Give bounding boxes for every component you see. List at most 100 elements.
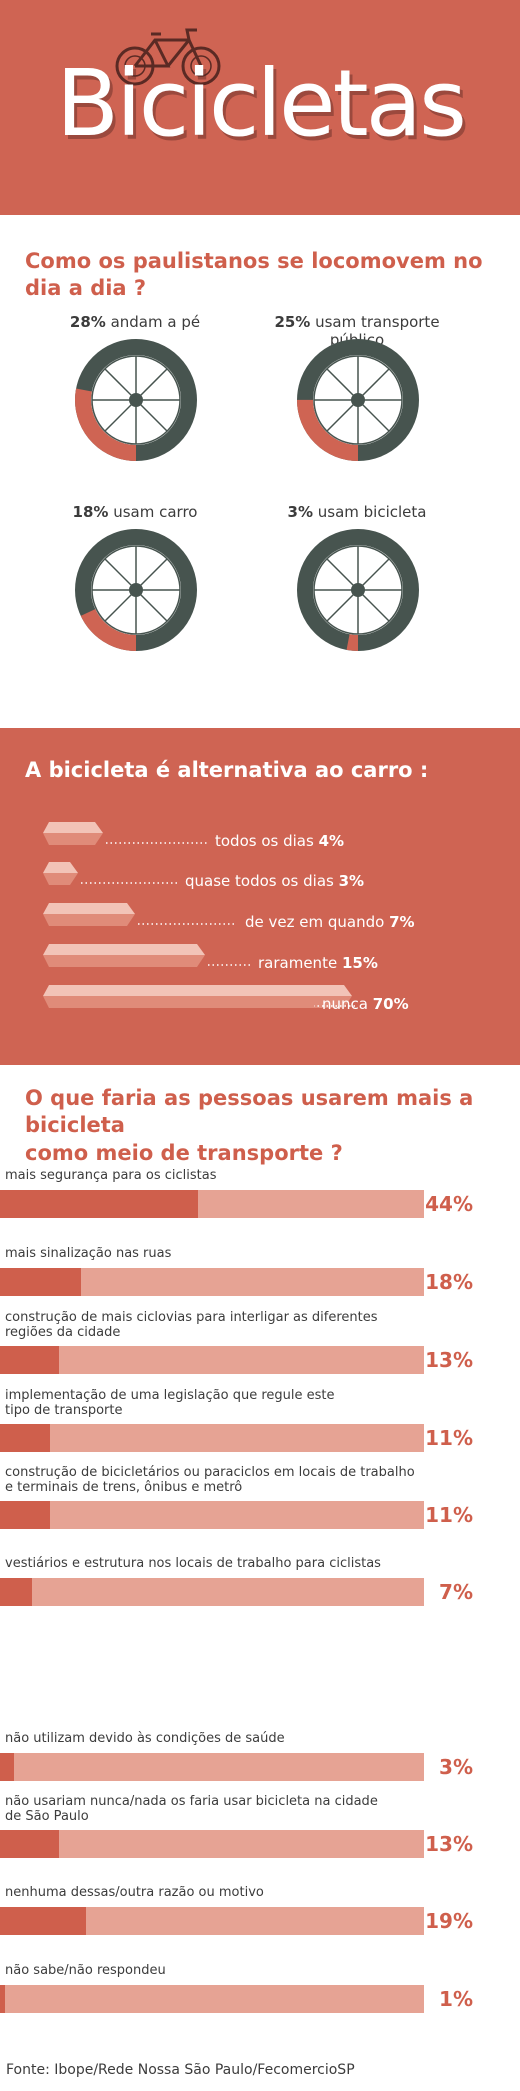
alternative-label: todos os dias 4% (215, 832, 344, 850)
question-bar-fill (0, 1907, 86, 1935)
question-label-line1: não sabe/não respondeu (5, 1963, 166, 1978)
alternative-text: quase todos os dias (185, 872, 339, 890)
question-title-line2: como meio de transporte ? (25, 1140, 343, 1165)
wheel-spoke (104, 399, 137, 432)
wheel-hub (129, 393, 143, 407)
header-banner: Bicicletas (0, 0, 520, 215)
question-title-line1: O que faria as pessoas usarem mais a bic… (25, 1086, 474, 1138)
question-label: mais segurança para os ciclistas (5, 1168, 216, 1183)
wheel-spoke (135, 589, 168, 622)
commute-pct: 3% (287, 503, 313, 521)
commute-pct: 25% (274, 313, 311, 331)
question-pct: 1% (439, 1987, 473, 2011)
question-bar-track (0, 1985, 424, 2013)
question-pct: 11% (425, 1503, 473, 1527)
wheel-spoke (135, 368, 168, 401)
wheel-spoke (104, 368, 137, 401)
wheel-slice (75, 529, 197, 651)
wheel-spoke (104, 558, 137, 591)
commute-text: andam a pé (105, 313, 201, 331)
alternative-panel: A bicicleta é alternativa ao carro : tod… (0, 728, 520, 1065)
question-label-line1: não usariam nunca/nada os faria usar bic… (5, 1794, 378, 1809)
question-label-line1: mais segurança para os ciclistas (5, 1168, 217, 1183)
question-bar-fill (0, 1830, 59, 1858)
question-pct: 7% (439, 1580, 473, 1604)
wheel-spoke (357, 589, 390, 622)
question-bar-track (0, 1830, 424, 1858)
commute-text: usam carro (108, 503, 198, 521)
source-note: Fonte: Ibope/Rede Nossa São Paulo/Fecome… (6, 2062, 355, 2078)
question-pct: 19% (425, 1909, 473, 1933)
wheel-spoke (357, 368, 390, 401)
question-bar-track (0, 1578, 424, 1606)
question-label-line1: implementação de uma legislação que regu… (5, 1388, 335, 1403)
alternative-pct: 15% (341, 954, 378, 972)
alternative-text: de vez em quando (245, 913, 390, 931)
wheel-spoke (135, 558, 168, 591)
question-bar-fill (0, 1424, 50, 1452)
question-label: não utilizam devido às condições de saúd… (5, 1731, 285, 1746)
wheel-spoke (357, 558, 390, 591)
alternative-text: nunca (322, 995, 373, 1013)
question-label: não usariam nunca/nada os faria usar bic… (5, 1794, 378, 1824)
wheel-hub (351, 583, 365, 597)
alternative-bar (43, 985, 355, 1008)
question-label-line2: de São Paulo (5, 1809, 89, 1824)
question-label-line1: mais sinalização nas ruas (5, 1246, 172, 1261)
question-label-line1: vestiários e estrutura nos locais de tra… (5, 1556, 381, 1571)
question-label: implementação de uma legislação que regu… (5, 1388, 335, 1418)
question-pct: 11% (425, 1426, 473, 1450)
question-bar-fill (0, 1578, 32, 1606)
question-label: nenhuma dessas/outra razão ou motivo (5, 1885, 264, 1900)
commute-wheel (75, 339, 197, 461)
alternative-pct: 4% (318, 832, 345, 850)
question-bar-fill (0, 1346, 59, 1374)
alternative-bar (43, 944, 250, 967)
question-pct: 13% (425, 1832, 473, 1856)
question-section-title: O que faria as pessoas usarem mais a bic… (25, 1085, 520, 1167)
wheel-hub (129, 583, 143, 597)
question-bar-fill (0, 1753, 14, 1781)
alternative-pct: 3% (338, 872, 365, 890)
question-label-line2: tipo de transporte (5, 1403, 123, 1418)
wheel-slice (297, 529, 419, 651)
alternative-text: todos os dias (215, 832, 319, 850)
question-label-line1: construção de mais ciclovias para interl… (5, 1310, 378, 1325)
question-bar-track (0, 1190, 424, 1218)
question-label-line2: regiões da cidade (5, 1325, 121, 1340)
wheel-spoke (135, 399, 168, 432)
bicycle-icon (115, 28, 221, 86)
wheel-hub (351, 393, 365, 407)
question-label-line1: não utilizam devido às condições de saúd… (5, 1731, 285, 1746)
question-bar-fill (0, 1985, 5, 2013)
commute-label: 28% andam a pé (25, 313, 245, 331)
question-pct: 3% (439, 1755, 473, 1779)
question-label: mais sinalização nas ruas (5, 1246, 171, 1261)
alternative-label: de vez em quando 7% (245, 913, 415, 931)
alternative-bars (43, 822, 355, 1008)
question-bar-fill (0, 1268, 81, 1296)
alternative-label: nunca 70% (322, 995, 409, 1013)
wheel-spoke (326, 589, 359, 622)
wheel-spoke (326, 399, 359, 432)
commute-label: 18% usam carro (25, 503, 245, 521)
alternative-section-title: A bicicleta é alternativa ao carro : (25, 758, 429, 782)
commute-pct: 18% (72, 503, 109, 521)
alternative-label: raramente 15% (258, 954, 378, 972)
wheel-spoke (326, 558, 359, 591)
commute-wheel (75, 529, 197, 651)
alternative-bar (43, 862, 177, 885)
question-bar-track (0, 1753, 424, 1781)
question-bar-track (0, 1346, 424, 1374)
question-label: não sabe/não respondeu (5, 1963, 166, 1978)
alternative-bar (43, 822, 207, 845)
question-pct: 18% (425, 1270, 473, 1294)
alternative-pct: 70% (372, 995, 409, 1013)
alternative-label: quase todos os dias 3% (185, 872, 364, 890)
question-label-line2: e terminais de trens, ônibus e metrô (5, 1480, 243, 1495)
commute-section-title: Como os paulistanos se locomovem no dia … (25, 249, 483, 301)
wheel-spoke (104, 589, 137, 622)
question-label: construção de bicicletários ou paraciclo… (5, 1465, 415, 1495)
commute-label: 3% usam bicicleta (247, 503, 467, 521)
commute-wheel (297, 339, 419, 461)
